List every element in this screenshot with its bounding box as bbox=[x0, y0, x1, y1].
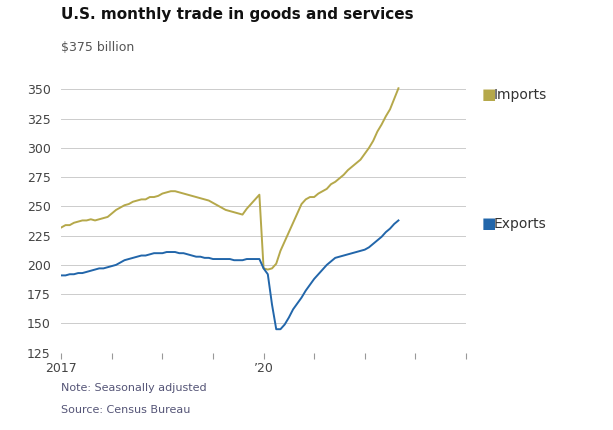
Text: U.S. monthly trade in goods and services: U.S. monthly trade in goods and services bbox=[61, 7, 414, 22]
Text: Note: Seasonally adjusted: Note: Seasonally adjusted bbox=[61, 383, 207, 393]
Text: Imports: Imports bbox=[493, 88, 547, 101]
Text: Source: Census Bureau: Source: Census Bureau bbox=[61, 405, 191, 415]
Text: ■: ■ bbox=[481, 87, 495, 102]
Text: ■: ■ bbox=[481, 216, 495, 231]
Text: Exports: Exports bbox=[493, 217, 546, 230]
Text: $375 billion: $375 billion bbox=[61, 41, 134, 54]
